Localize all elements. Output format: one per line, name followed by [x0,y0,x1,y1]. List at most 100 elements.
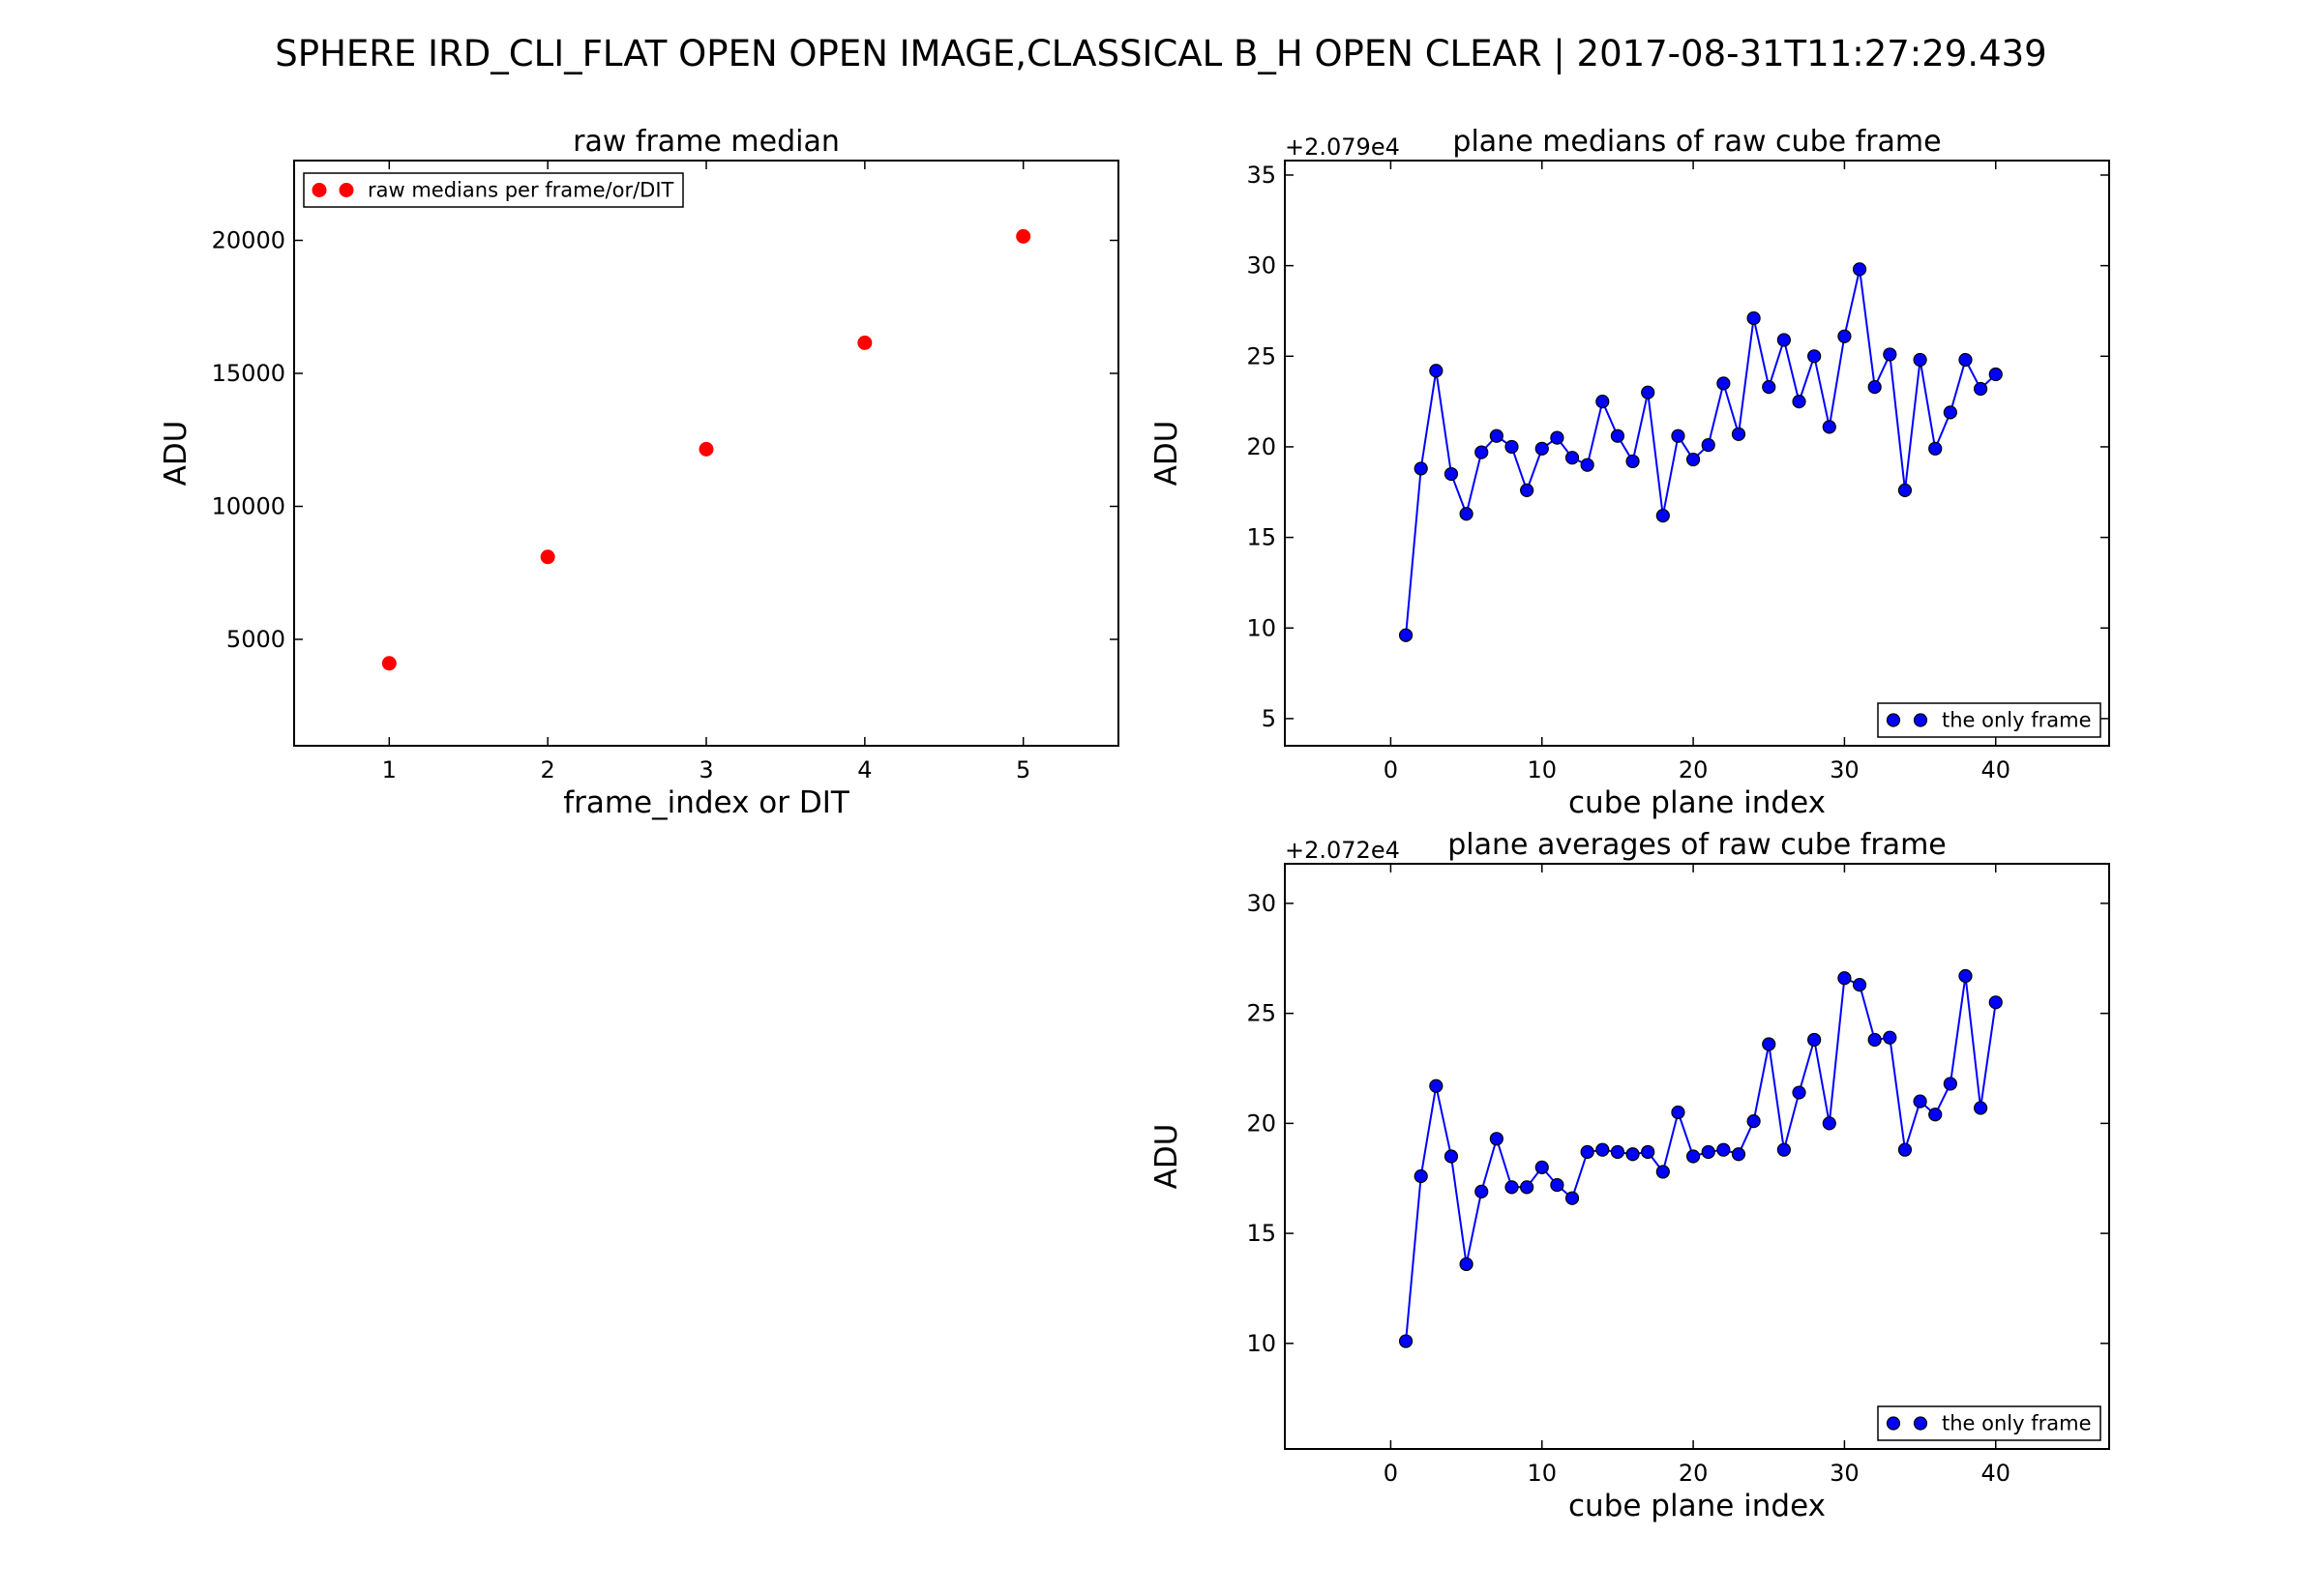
data-point [1776,1142,1791,1157]
data-point [1595,1142,1610,1157]
x-tick-label: 10 [1527,756,1557,783]
x-tick-label: 20 [1679,756,1709,783]
data-point [1867,1032,1882,1048]
data-point [699,441,714,457]
x-axis-label: cube plane index [1568,785,1826,820]
data-point [1974,1101,1988,1115]
legend-label: the only frame [1942,1412,2092,1435]
data-point [1913,352,1927,368]
data-point [1671,1105,1685,1120]
x-tick-label: 20 [1679,1460,1709,1487]
legend-marker [1886,1416,1901,1431]
data-point [1822,1116,1836,1131]
data-point [1564,1191,1580,1205]
legend [303,172,684,208]
data-point [1398,628,1414,642]
y-tick-label: 10 [1246,1330,1276,1357]
data-point [1988,367,2003,382]
data-point [1913,1094,1927,1108]
x-tick-label: 1 [382,756,397,783]
x-tick-label: 3 [699,756,713,783]
chart-panel-3: plane averages of raw cube frame cube pla… [1149,828,2110,1523]
data-point [1762,380,1776,395]
series-line [1405,269,1997,635]
data-point [1822,420,1836,434]
y-tick-label: 15 [1246,1220,1276,1247]
data-point [1504,439,1519,455]
data-point [1641,1144,1655,1160]
series-line [1405,975,1997,1342]
plot-area [1284,160,2110,747]
y-tick-label: 25 [1246,342,1276,369]
data-point [1671,429,1685,443]
legend-marker [312,183,327,197]
data-point [1520,1180,1534,1195]
data-point [1429,1079,1444,1093]
data-point [1489,1132,1503,1146]
x-tick-label: 40 [1980,1460,2010,1487]
data-point [1414,1168,1428,1184]
x-tick-label: 5 [1016,756,1030,783]
x-axis-label: frame_index or DIT [563,785,850,820]
data-point [540,549,555,565]
data-point [1943,1077,1957,1091]
data-point [857,335,873,350]
data-point [1625,454,1640,469]
y-tick-label: 35 [1246,162,1276,189]
data-point [1685,452,1701,467]
data-point [1792,395,1806,409]
data-point [1655,509,1670,523]
data-point [1489,429,1503,443]
x-tick-label: 4 [857,756,872,783]
data-point [1928,1108,1943,1122]
data-point [1928,441,1943,456]
data-point [1776,333,1791,347]
data-point [1701,1144,1715,1160]
data-point [1792,1085,1806,1100]
data-point [1534,441,1549,456]
chart-panels: raw frame median frame_index or DIT ADU 1 2 3… [159,125,2110,1523]
data-point [1655,1165,1670,1179]
data-point [1641,385,1655,399]
data-point [1459,1256,1474,1272]
legend-marker [1886,713,1901,727]
y-tick-label: 15 [1246,524,1276,551]
data-point [1610,429,1625,443]
y-tick-label: 20000 [212,227,285,254]
chart-title: plane medians of raw cube frame [1452,125,1941,159]
chart-title: raw frame median [573,125,840,159]
data-point [1807,1032,1822,1048]
data-point [1974,381,1988,397]
y-tick-label: 10000 [212,493,285,520]
data-point [1958,968,1973,984]
data-point [1685,1149,1701,1164]
y-axis-label: ADU [159,421,194,487]
data-point [1897,1142,1913,1157]
data-point [1474,1184,1489,1198]
y-tick-label: 10 [1246,614,1276,641]
data-point [1883,347,1897,362]
data-point [381,656,397,671]
data-point [1837,971,1852,986]
data-point [1610,1144,1625,1160]
data-point [1534,1160,1549,1174]
data-point [1807,349,1822,364]
figure-suptitle: SPHERE IRD_CLI_FLAT OPEN OPEN IMAGE,CLAS… [275,33,2046,74]
x-tick-label: 0 [1384,756,1398,783]
data-point [1474,445,1489,459]
x-axis-label: cube plane index [1568,1489,1826,1523]
data-point [1550,430,1564,445]
data-point [1988,995,2003,1010]
data-point [1883,1030,1897,1045]
y-tick-label: 20 [1246,1109,1276,1137]
data-point [1716,1142,1731,1157]
data-point [1444,1149,1459,1164]
legend-label: the only frame [1942,709,2092,732]
data-point [1595,395,1610,409]
data-point [1625,1147,1640,1162]
chart-title: plane averages of raw cube frame [1447,828,1947,862]
y-tick-label: 30 [1246,890,1276,917]
data-point [1016,228,1031,244]
data-point [1897,483,1913,497]
data-point [1429,364,1444,378]
